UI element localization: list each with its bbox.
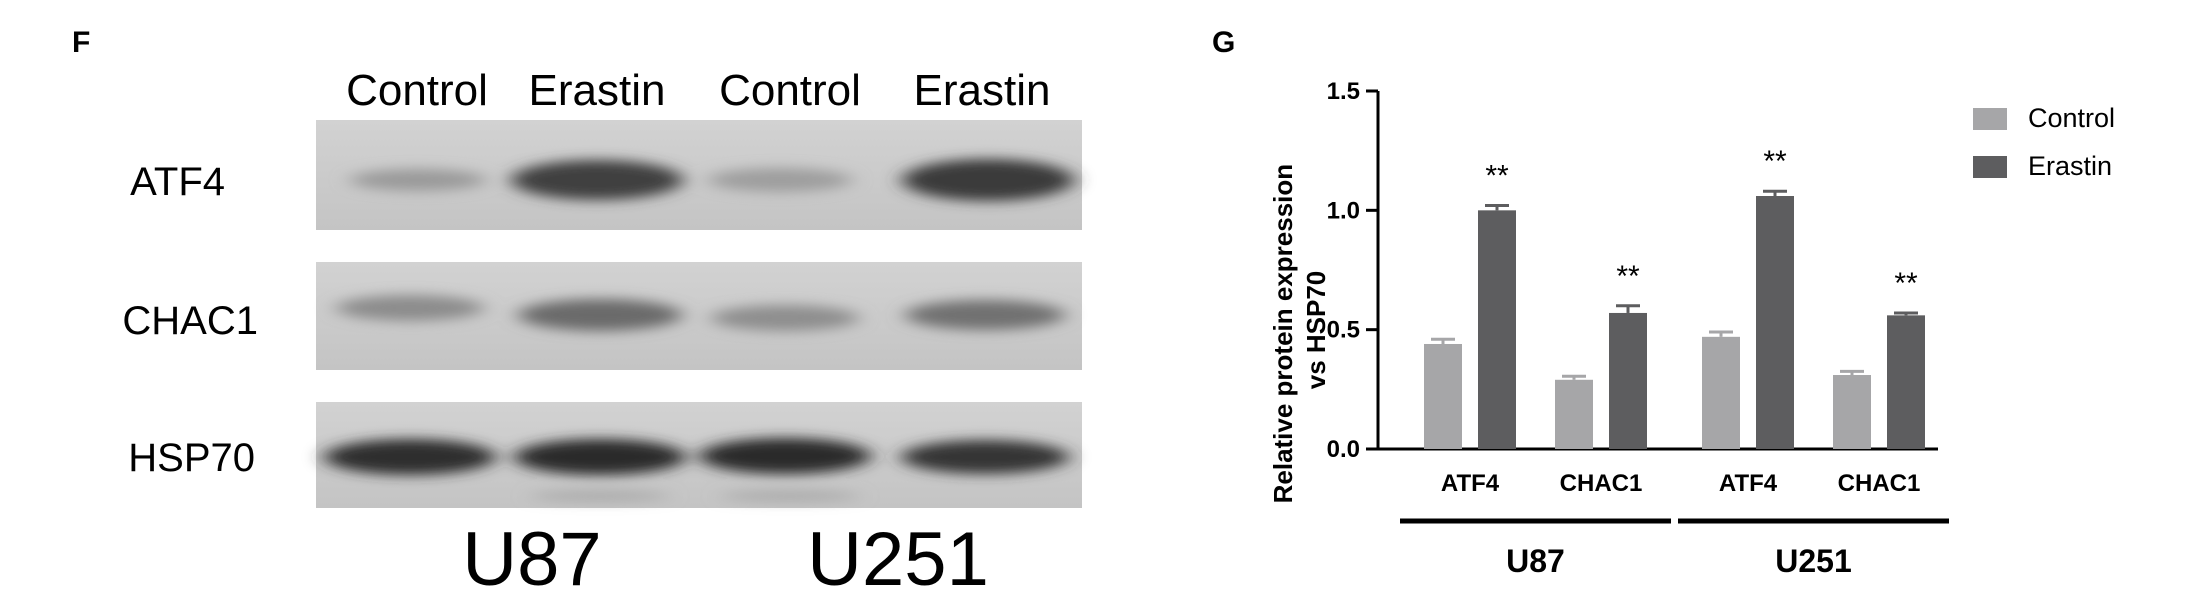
column-label-control-u87: Control bbox=[346, 66, 488, 115]
bar-erastin-2 bbox=[1756, 196, 1794, 449]
x-tick-label: ATF4 bbox=[1441, 470, 1500, 497]
bar-control-0 bbox=[1424, 344, 1462, 449]
x-tick-label: CHAC1 bbox=[1560, 470, 1643, 497]
column-label-erastin-u251: Erastin bbox=[914, 66, 1051, 115]
significance-annotation: ** bbox=[1894, 267, 1918, 300]
y-axis-label: Relative protein expression vs HSP70 bbox=[1268, 157, 1331, 504]
legend-swatch-erastin bbox=[1973, 156, 2007, 178]
bar-erastin-3 bbox=[1887, 315, 1925, 449]
group-label: U251 bbox=[1775, 543, 1852, 579]
bar-control-2 bbox=[1702, 337, 1740, 449]
y-tick-label: 1.0 bbox=[1327, 197, 1360, 224]
group-label: U87 bbox=[1506, 543, 1565, 579]
blot-chac1 bbox=[316, 262, 1082, 370]
column-label-erastin-u87: Erastin bbox=[529, 66, 666, 115]
bars: ** ** ** ** bbox=[1424, 145, 1925, 449]
cell-line-label-u251: U251 bbox=[807, 517, 989, 602]
y-tick-label: 1.5 bbox=[1327, 78, 1360, 105]
group-brackets: U87 U251 bbox=[1400, 521, 1949, 579]
bar-erastin-0 bbox=[1478, 210, 1516, 449]
bar-control-3 bbox=[1833, 375, 1871, 449]
significance-annotation: ** bbox=[1616, 260, 1640, 293]
bar-control-1 bbox=[1555, 380, 1593, 449]
legend-label-erastin: Erastin bbox=[2028, 151, 2112, 181]
blot-hsp70 bbox=[316, 402, 1082, 508]
x-tick-labels: ATF4 CHAC1 ATF4 CHAC1 bbox=[1441, 470, 1920, 497]
x-tick-label: ATF4 bbox=[1719, 470, 1778, 497]
y-tick-label: 0.0 bbox=[1327, 436, 1360, 463]
legend-swatch-control bbox=[1973, 108, 2007, 130]
panel-f-letter: F bbox=[72, 26, 90, 59]
legend-label-control: Control bbox=[2028, 103, 2115, 133]
blot-atf4 bbox=[316, 120, 1082, 230]
cell-line-label-u87: U87 bbox=[462, 517, 601, 602]
column-labels: Control Erastin Control Erastin bbox=[346, 66, 1050, 115]
row-label-hsp70: HSP70 bbox=[128, 436, 255, 480]
bar-erastin-1 bbox=[1609, 313, 1647, 449]
panel-f: F Control Erastin Control Erastin ATF4 C… bbox=[72, 26, 1082, 602]
row-label-atf4: ATF4 bbox=[130, 160, 225, 204]
row-label-chac1: CHAC1 bbox=[122, 299, 258, 343]
row-labels: ATF4 CHAC1 HSP70 bbox=[122, 160, 258, 480]
significance-annotation: ** bbox=[1763, 145, 1787, 178]
significance-annotation: ** bbox=[1485, 160, 1509, 193]
x-tick-label: CHAC1 bbox=[1838, 470, 1921, 497]
legend: Control Erastin bbox=[1973, 103, 2115, 181]
panel-g-letter: G bbox=[1212, 26, 1235, 59]
column-label-control-u251: Control bbox=[719, 66, 861, 115]
y-tick-label: 0.5 bbox=[1327, 317, 1360, 344]
y-axis-label-line-1: Relative protein expression bbox=[1268, 164, 1298, 504]
panel-g: G Relative protein expression vs HSP70 0… bbox=[1212, 26, 2115, 579]
cell-line-labels: U87 U251 bbox=[462, 517, 989, 602]
